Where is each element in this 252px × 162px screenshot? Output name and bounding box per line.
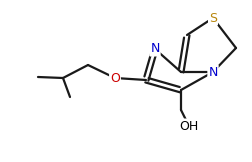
Text: N: N [208, 65, 218, 79]
Text: O: O [110, 71, 120, 85]
Text: S: S [209, 12, 217, 24]
Text: OH: OH [179, 120, 199, 133]
Text: N: N [150, 42, 160, 56]
